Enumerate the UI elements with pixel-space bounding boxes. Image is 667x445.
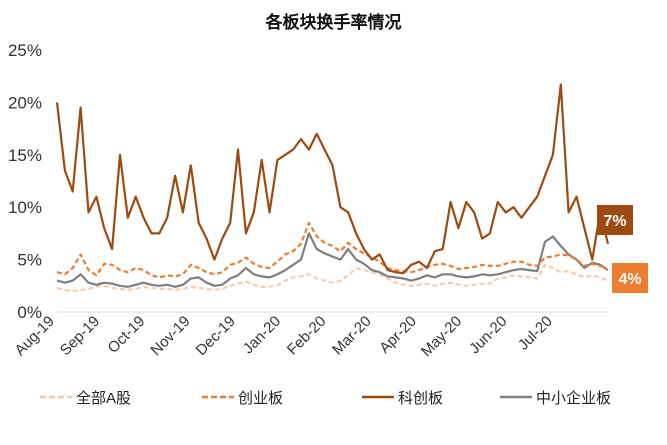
x-tick-label: Nov-19 [147,313,193,359]
x-tick-label: Jan-20 [240,313,284,357]
y-tick-label: 5% [17,251,42,270]
y-tick-label: 15% [8,146,42,165]
series-line-中小企业板 [56,232,609,288]
y-tick-label: 0% [17,303,42,322]
x-tick-label: Jun-20 [466,313,510,357]
x-tick-label: Feb-20 [284,313,330,359]
x-tick-label: May-20 [418,313,465,360]
x-tick-label: Oct-19 [105,313,149,357]
x-tick-label: Sep-19 [57,313,103,359]
callout-box [612,263,648,293]
callout-label: 4% [618,271,641,288]
legend-label: 全部A股 [76,389,131,407]
chart-title: 各板块换手率情况 [265,13,402,33]
y-tick-label: 20% [8,93,42,112]
x-tick-label: Apr-20 [376,313,420,357]
series-line-全部A股 [56,263,609,293]
series-line-创业板 [56,221,609,279]
legend-label: 科创板 [398,389,443,407]
callout-box [597,205,633,235]
legend-label: 创业板 [238,389,283,407]
series-line-科创板 [55,83,610,275]
callout-label: 7% [603,213,626,230]
x-tick-label: Jul-20 [515,313,556,354]
y-tick-label: 10% [8,198,42,217]
y-tick-label: 25% [8,41,42,60]
x-tick-label: Dec-19 [193,313,239,359]
legend-label: 中小企业板 [536,389,611,407]
x-tick-label: Mar-20 [329,313,375,359]
